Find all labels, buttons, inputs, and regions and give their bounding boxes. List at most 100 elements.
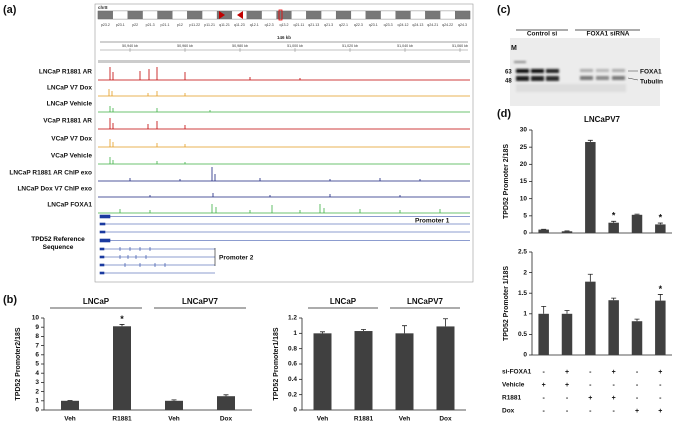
band-label: q24.12	[398, 23, 409, 27]
condition-sign: +	[612, 395, 616, 402]
condition-sign: -	[542, 369, 545, 376]
y-tick-label: 20	[520, 161, 528, 168]
y-tick-label: 25	[520, 144, 528, 151]
coordinate: 50,980 kb	[232, 44, 248, 48]
bar	[217, 396, 235, 410]
bar	[61, 401, 79, 410]
bar	[314, 333, 332, 410]
ideogram-band	[425, 11, 440, 19]
error-bar	[588, 274, 593, 281]
ideogram-band	[396, 11, 411, 19]
band-label: FOXA1	[640, 69, 662, 76]
bar	[585, 282, 596, 355]
promoter-label: Promoter 2	[219, 255, 254, 262]
bar	[113, 326, 131, 410]
error-bar	[320, 332, 325, 334]
coordinate: 51,020 kb	[342, 44, 358, 48]
condition-sign: -	[659, 395, 662, 402]
y-tick-label: 0	[523, 230, 527, 237]
coordinate: 51,060 kb	[452, 44, 468, 48]
band-label: q23.1	[369, 23, 378, 27]
ideogram-band	[381, 11, 396, 19]
condition-sign: +	[588, 395, 592, 402]
error-bar	[541, 306, 546, 313]
x-tick-label: R1881	[354, 416, 374, 423]
bar	[632, 215, 643, 233]
y-tick-label: 9	[35, 324, 39, 331]
ideogram-band	[336, 11, 351, 19]
y-tick-label: 6	[35, 352, 39, 359]
y-axis-label: TPD52 Promoter 2/18S	[503, 144, 510, 219]
y-tick-label: 8	[35, 333, 39, 340]
chart-title: LNCaPV7	[584, 115, 621, 124]
group-label: LNCaPV7	[407, 297, 444, 306]
group-label: LNCaP	[83, 297, 110, 306]
band-label: p22	[132, 23, 138, 27]
condition-sign: -	[542, 395, 545, 402]
condition-sign: -	[542, 408, 545, 415]
condition-sign: -	[589, 382, 592, 389]
bar	[632, 321, 643, 355]
bar	[562, 231, 573, 233]
significance: *	[659, 284, 663, 294]
coordinate: 50,960 kb	[177, 44, 193, 48]
lane-label: FOXA1 siRNA	[587, 31, 630, 38]
track-label: VCaP Vehicle	[51, 153, 92, 160]
ideogram-band	[113, 11, 128, 19]
significance: *	[120, 314, 124, 324]
y-tick-label: 0.6	[288, 361, 297, 368]
error-bar	[588, 140, 593, 142]
x-tick-label: Veh	[317, 416, 329, 423]
x-tick-label: Veh	[399, 416, 411, 423]
western-blot: Control si FOXA1 siRNA M 63 48 FOXA1 Tub…	[505, 30, 663, 106]
band-label: p21.3	[146, 23, 155, 27]
band-label: q21.13	[308, 23, 319, 27]
size-label: 48	[505, 79, 512, 85]
condition-name: si-FOXA1	[502, 369, 532, 376]
y-tick-label: 1	[293, 330, 297, 337]
y-axis-label: TPD52 Promoter1/18S	[273, 327, 280, 400]
band-label: q22.1	[339, 23, 348, 27]
band-label: q22.3	[354, 23, 363, 27]
band-label: q11.23	[234, 23, 245, 27]
coordinate: 51,000 kb	[287, 44, 303, 48]
ideogram-band	[158, 11, 173, 19]
ideogram-band	[143, 11, 158, 19]
band-label: p12	[177, 23, 183, 27]
y-tick-label: 0.5	[518, 331, 527, 338]
chromosome: chr8	[98, 5, 108, 10]
track-label: LNCaP Dox V7 ChIP exo	[17, 186, 92, 193]
size-label: 63	[505, 70, 512, 76]
condition-sign: -	[566, 408, 569, 415]
bar	[538, 230, 549, 233]
band-label: q13.2	[280, 23, 289, 27]
band-label: p11.21	[204, 23, 215, 27]
panel-label: (d)	[497, 108, 511, 120]
y-tick-label: 30	[520, 127, 528, 134]
ideogram-band	[247, 11, 262, 19]
condition-name: Vehicle	[502, 382, 525, 389]
x-tick-label: R1881	[112, 416, 132, 423]
condition-sign: -	[659, 382, 662, 389]
ideogram-band	[410, 11, 425, 19]
y-tick-label: 15	[520, 178, 528, 185]
y-tick-label: 2.5	[518, 249, 527, 256]
ideogram-band	[366, 11, 381, 19]
scale: 146 kb	[277, 35, 291, 40]
x-tick-label: Dox	[439, 416, 452, 423]
ideogram-band	[202, 11, 217, 19]
lane-label: Control si	[527, 31, 558, 38]
condition-sign: -	[589, 369, 592, 376]
track-label: LNCaP V7 Dox	[47, 85, 92, 92]
y-tick-label: 4	[35, 370, 39, 377]
y-tick-label: 5	[523, 213, 527, 220]
track-label: LNCaP R1881 AR ChIP exo	[9, 170, 92, 177]
band-label: p23.2	[101, 23, 110, 27]
bar	[608, 300, 619, 355]
significance: *	[612, 211, 616, 221]
band-label: q12.3	[265, 23, 274, 27]
